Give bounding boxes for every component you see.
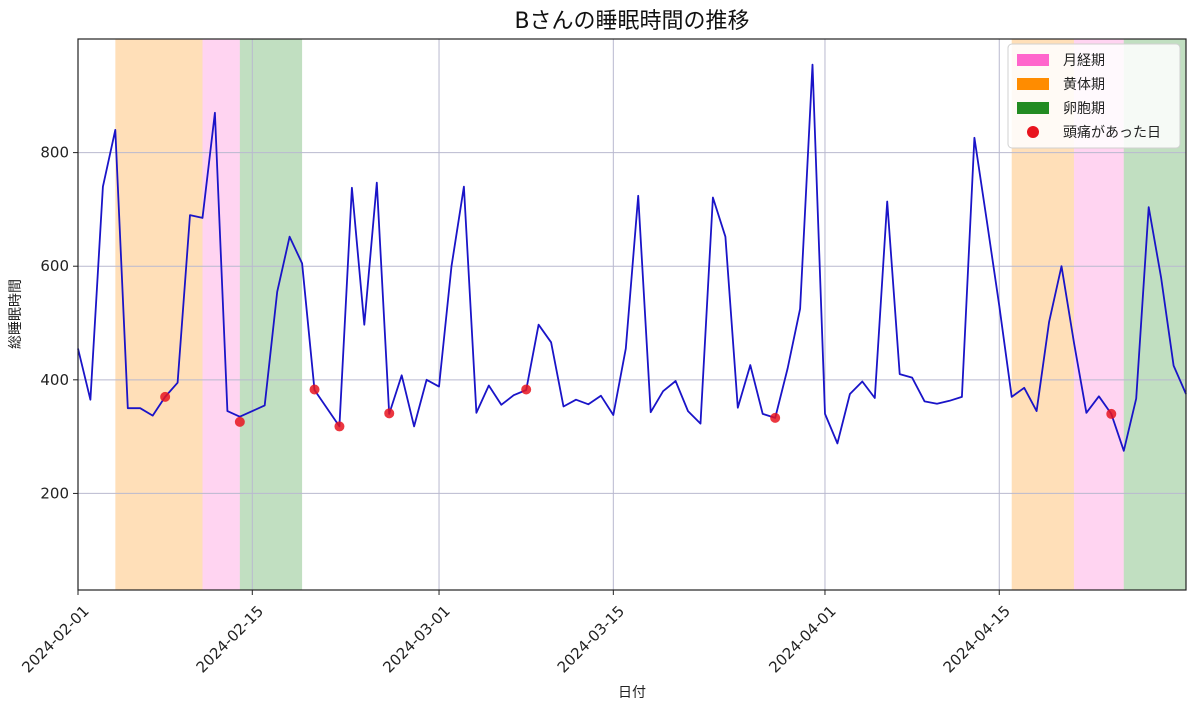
headache-point-7	[1106, 408, 1117, 419]
phase-band-0	[115, 39, 203, 590]
x-tick-label-3: 2024-03-15	[554, 602, 628, 676]
y-tick-label-1: 400	[40, 371, 69, 389]
headache-point-1	[234, 416, 245, 427]
legend-label-3: 頭痛があった日	[1063, 124, 1161, 141]
y-axis-ticks: 200 400 600 800	[40, 144, 78, 502]
chart-title: Bさんの睡眠時間の推移	[514, 9, 749, 34]
plot-frame	[77, 38, 1187, 591]
y-tick-label-0: 200	[40, 484, 69, 502]
legend-swatch-0	[1017, 54, 1049, 66]
headache-point-5	[521, 384, 532, 395]
phase-band-2	[239, 39, 303, 590]
phase-band-1	[202, 39, 240, 590]
x-tick-label-2: 2024-03-01	[379, 602, 453, 676]
legend-label-0: 月経期	[1063, 53, 1105, 69]
series-layer	[77, 63, 1187, 452]
legend-box	[1007, 43, 1181, 149]
sleep-line-series-0	[77, 63, 1187, 452]
y-axis-title: 総睡眠時間	[8, 279, 24, 349]
legend-label-2: 卵胞期	[1063, 101, 1105, 117]
x-axis-title: 日付	[618, 685, 646, 701]
y-tick-label-2: 600	[40, 257, 69, 275]
headache-point-3	[334, 421, 345, 432]
x-tick-label-4: 2024-04-01	[765, 602, 839, 676]
headache-point-4	[384, 408, 395, 419]
legend-swatch-1	[1017, 78, 1049, 90]
headache-point-6	[770, 412, 781, 423]
x-tick-label-0: 2024-02-01	[18, 602, 92, 676]
headache-point-2	[309, 384, 320, 395]
y-tick-label-3: 800	[40, 144, 69, 162]
x-tick-label-1: 2024-02-15	[193, 602, 267, 676]
legend-swatch-2	[1017, 102, 1049, 114]
x-axis-ticks: 2024-02-01 2024-02-15 2024-03-01 2024-03-15…	[18, 590, 1014, 676]
x-tick-label-5: 2024-04-15	[940, 602, 1014, 676]
legend-swatch-3	[1027, 126, 1039, 138]
headache-markers	[160, 384, 1117, 432]
headache-point-0	[160, 391, 171, 402]
legend-label-1: 黄体期	[1063, 76, 1105, 93]
